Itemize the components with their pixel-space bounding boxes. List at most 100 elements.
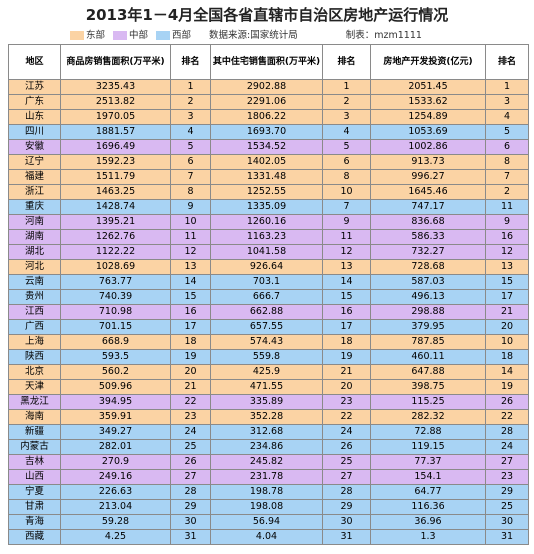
- table-row: 新疆 349.27 24 312.68 24 72.88 28: [8, 424, 529, 440]
- region-cell: 江西: [8, 304, 61, 320]
- value-cell: 1693.70: [210, 124, 323, 140]
- table-row: 江苏 3235.43 1 2902.88 1 2051.45 1: [8, 79, 529, 95]
- value-cell: 359.91: [60, 409, 171, 425]
- value-cell: 21: [322, 364, 371, 380]
- value-cell: 2291.06: [210, 94, 323, 110]
- value-cell: 29: [170, 499, 211, 515]
- value-cell: 15: [322, 289, 371, 305]
- region-cell: 江苏: [8, 79, 61, 95]
- value-cell: 4.25: [60, 529, 171, 545]
- region-cell: 青海: [8, 514, 61, 530]
- region-cell: 四川: [8, 124, 61, 140]
- value-cell: 18: [322, 334, 371, 350]
- value-cell: 12: [322, 244, 371, 260]
- table-row: 湖南 1262.76 11 1163.23 11 586.33 16: [8, 229, 529, 245]
- value-cell: 245.82: [210, 454, 323, 470]
- value-cell: 1463.25: [60, 184, 171, 200]
- value-cell: 926.64: [210, 259, 323, 275]
- table-row: 福建 1511.79 7 1331.48 8 996.27 7: [8, 169, 529, 185]
- value-cell: 1806.22: [210, 109, 323, 125]
- value-cell: 509.96: [60, 379, 171, 395]
- table-row: 宁夏 226.63 28 198.78 28 64.77 29: [8, 484, 529, 500]
- value-cell: 116.36: [370, 499, 486, 515]
- legend-swatch: [156, 31, 171, 40]
- value-cell: 647.88: [370, 364, 486, 380]
- region-cell: 海南: [8, 409, 61, 425]
- value-cell: 1002.86: [370, 139, 486, 155]
- value-cell: 2051.45: [370, 79, 486, 95]
- value-cell: 10: [170, 214, 211, 230]
- value-cell: 25: [322, 454, 371, 470]
- value-cell: 19: [322, 349, 371, 365]
- value-cell: 21: [170, 379, 211, 395]
- value-cell: 26: [322, 439, 371, 455]
- table-row: 四川 1881.57 4 1693.70 4 1053.69 5: [8, 124, 529, 140]
- value-cell: 23: [485, 469, 529, 485]
- value-cell: 1645.46: [370, 184, 486, 200]
- table-row: 黑龙江 394.95 22 335.89 23 115.25 26: [8, 394, 529, 410]
- region-cell: 广东: [8, 94, 61, 110]
- value-cell: 213.04: [60, 499, 171, 515]
- table-row: 海南 359.91 23 352.28 22 282.32 22: [8, 409, 529, 425]
- value-cell: 22: [170, 394, 211, 410]
- value-cell: 352.28: [210, 409, 323, 425]
- value-cell: 1534.52: [210, 139, 323, 155]
- table-row: 西藏 4.25 31 4.04 31 1.3 31: [8, 529, 529, 545]
- value-cell: 1533.62: [370, 94, 486, 110]
- column-header: 排名: [322, 44, 371, 80]
- region-cell: 浙江: [8, 184, 61, 200]
- legend-swatch: [70, 31, 84, 40]
- region-cell: 西藏: [8, 529, 61, 545]
- region-cell: 安徽: [8, 139, 61, 155]
- value-cell: 11: [485, 199, 529, 215]
- value-cell: 27: [170, 469, 211, 485]
- header-row: 地区 商品房销售面积(万平米) 排名 其中住宅销售面积(万平米) 排名 房地产开发投资(亿…: [8, 44, 529, 80]
- region-cell: 上海: [8, 334, 61, 350]
- value-cell: 1252.55: [210, 184, 323, 200]
- value-cell: 25: [485, 499, 529, 515]
- value-cell: 28: [322, 484, 371, 500]
- value-cell: 198.08: [210, 499, 323, 515]
- value-cell: 6: [485, 139, 529, 155]
- value-cell: 249.16: [60, 469, 171, 485]
- value-cell: 10: [485, 334, 529, 350]
- value-cell: 1053.69: [370, 124, 486, 140]
- value-cell: 56.94: [210, 514, 323, 530]
- value-cell: 593.5: [60, 349, 171, 365]
- value-cell: 1163.23: [210, 229, 323, 245]
- value-cell: 20: [322, 379, 371, 395]
- value-cell: 913.73: [370, 154, 486, 170]
- value-cell: 747.17: [370, 199, 486, 215]
- value-cell: 3: [322, 109, 371, 125]
- value-cell: 2902.88: [210, 79, 323, 95]
- column-header: 房地产开发投资(亿元): [370, 44, 486, 80]
- column-header: 商品房销售面积(万平米): [60, 44, 171, 80]
- value-cell: 11: [322, 229, 371, 245]
- value-cell: 64.77: [370, 484, 486, 500]
- region-cell: 甘肃: [8, 499, 61, 515]
- value-cell: 24: [170, 424, 211, 440]
- value-cell: 77.37: [370, 454, 486, 470]
- value-cell: 115.25: [370, 394, 486, 410]
- value-cell: 6: [170, 154, 211, 170]
- table-row: 江西 710.98 16 662.88 16 298.88 21: [8, 304, 529, 320]
- value-cell: 18: [485, 349, 529, 365]
- region-cell: 内蒙古: [8, 439, 61, 455]
- value-cell: 586.33: [370, 229, 486, 245]
- value-cell: 9: [322, 214, 371, 230]
- author: 制表：mzm1111: [345, 30, 422, 41]
- table-row: 陕西 593.5 19 559.8 19 460.11 18: [8, 349, 529, 365]
- value-cell: 710.98: [60, 304, 171, 320]
- value-cell: 701.15: [60, 319, 171, 335]
- value-cell: 1592.23: [60, 154, 171, 170]
- value-cell: 16: [170, 304, 211, 320]
- value-cell: 31: [170, 529, 211, 545]
- table-row: 吉林 270.9 26 245.82 25 77.37 27: [8, 454, 529, 470]
- value-cell: 282.01: [60, 439, 171, 455]
- value-cell: 1511.79: [60, 169, 171, 185]
- column-header: 其中住宅销售面积(万平米): [210, 44, 323, 80]
- value-cell: 1402.05: [210, 154, 323, 170]
- legend-item: 西部: [156, 27, 191, 41]
- value-cell: 8: [170, 184, 211, 200]
